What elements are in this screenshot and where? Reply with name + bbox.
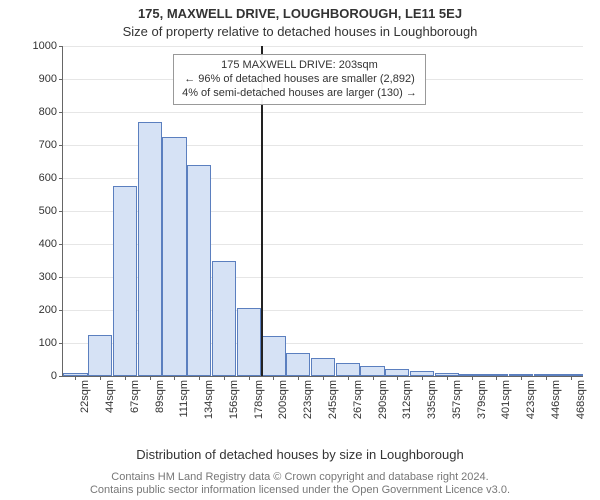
x-tick-mark — [447, 376, 448, 380]
annot-line3: 4% of semi-detached houses are larger (1… — [182, 87, 417, 99]
x-tick-mark — [224, 376, 225, 380]
x-axis-label: Distribution of detached houses by size … — [0, 447, 600, 462]
plot-area: 0100200300400500600700800900100022sqm44s… — [62, 46, 583, 377]
x-tick-mark — [422, 376, 423, 380]
y-tick: 0 — [51, 370, 63, 382]
x-tick-mark — [373, 376, 374, 380]
x-tick-mark — [546, 376, 547, 380]
x-tick-mark — [125, 376, 126, 380]
y-tick: 1000 — [33, 40, 63, 52]
y-tick: 600 — [39, 172, 63, 184]
chart-title-line2: Size of property relative to detached ho… — [0, 24, 600, 39]
x-tick-mark — [472, 376, 473, 380]
x-tick-mark — [199, 376, 200, 380]
gridline — [63, 46, 583, 47]
x-tick-mark — [249, 376, 250, 380]
chart-wrapper: 175, MAXWELL DRIVE, LOUGHBOROUGH, LE11 5… — [0, 0, 600, 500]
y-tick: 200 — [39, 304, 63, 316]
histogram-bar — [138, 122, 162, 376]
footnote: Contains HM Land Registry data © Crown c… — [0, 471, 600, 499]
y-tick: 500 — [39, 205, 63, 217]
x-tick: 468sqm — [575, 341, 587, 380]
x-tick-mark — [571, 376, 572, 380]
x-tick-mark — [100, 376, 101, 380]
y-tick: 900 — [39, 73, 63, 85]
y-tick: 700 — [39, 139, 63, 151]
x-tick-mark — [323, 376, 324, 380]
x-tick-mark — [75, 376, 76, 380]
x-tick-mark — [521, 376, 522, 380]
x-tick-mark — [496, 376, 497, 380]
y-tick: 400 — [39, 238, 63, 250]
y-tick: 300 — [39, 271, 63, 283]
annot-line1: 175 MAXWELL DRIVE: 203sqm — [221, 59, 378, 71]
x-tick-mark — [397, 376, 398, 380]
y-tick: 800 — [39, 106, 63, 118]
footnote-line1: Contains HM Land Registry data © Crown c… — [111, 471, 488, 483]
annot-line2: ← 96% of detached houses are smaller (2,… — [184, 73, 415, 85]
chart-title-line1: 175, MAXWELL DRIVE, LOUGHBOROUGH, LE11 5… — [0, 6, 600, 21]
annotation-box: 175 MAXWELL DRIVE: 203sqm ← 96% of detach… — [173, 54, 426, 105]
footnote-line2: Contains public sector information licen… — [90, 484, 510, 496]
x-tick-mark — [174, 376, 175, 380]
y-tick: 100 — [39, 337, 63, 349]
x-tick-mark — [298, 376, 299, 380]
x-tick-mark — [273, 376, 274, 380]
histogram-bar — [162, 137, 186, 376]
gridline — [63, 112, 583, 113]
x-tick-mark — [150, 376, 151, 380]
x-tick-mark — [348, 376, 349, 380]
